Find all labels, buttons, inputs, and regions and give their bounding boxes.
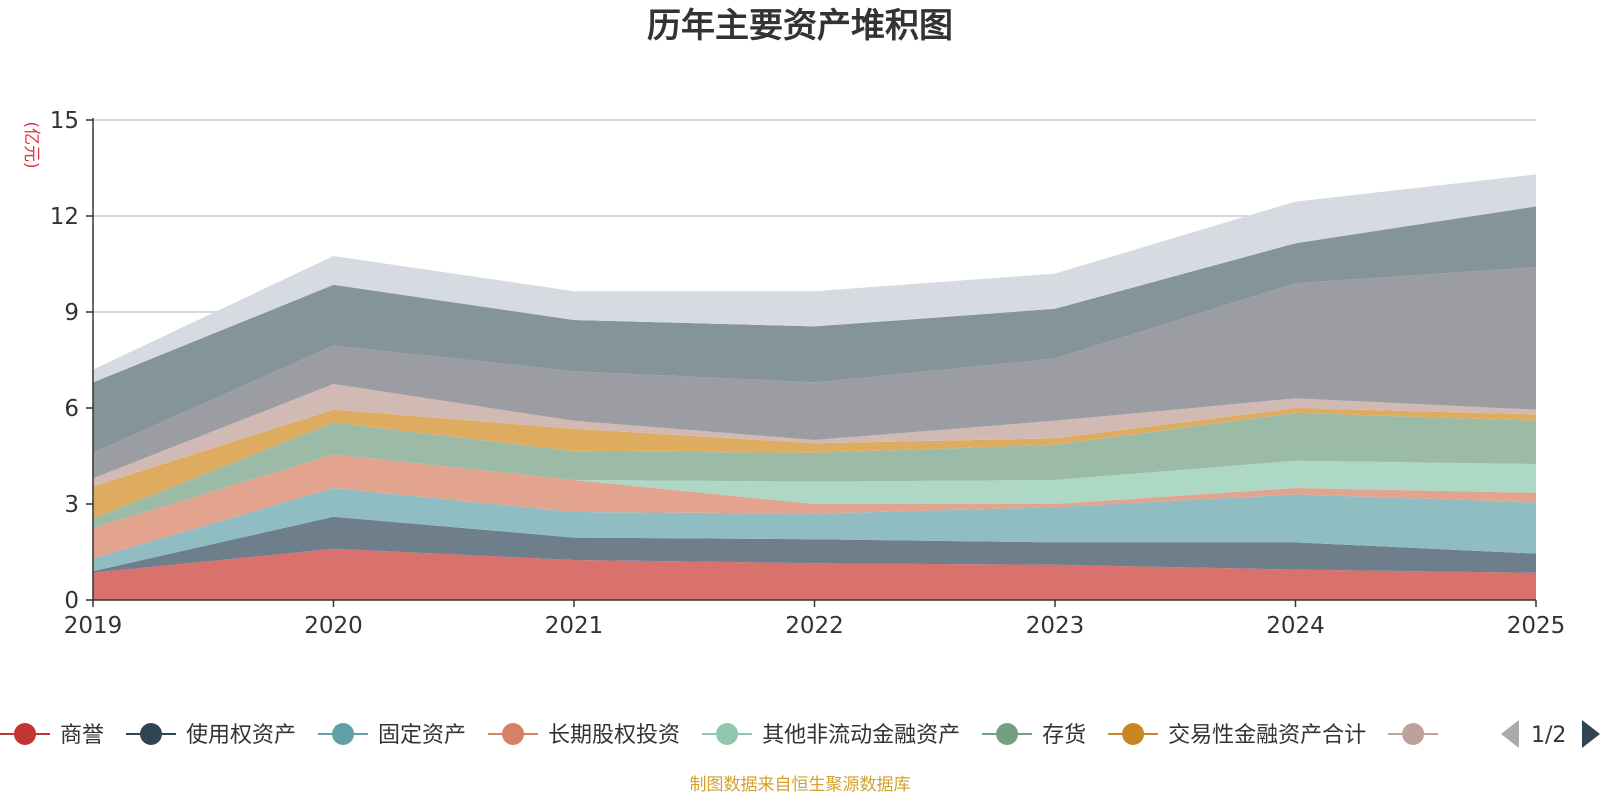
legend-marker-1 bbox=[140, 723, 163, 745]
legend-item-2[interactable]: 固定资产 bbox=[318, 723, 466, 748]
y-tick-label-4: 12 bbox=[50, 204, 79, 230]
area-series-4 bbox=[93, 454, 1536, 528]
y-tick-label-3: 9 bbox=[64, 300, 79, 326]
x-tick-label-1: 2020 bbox=[304, 613, 363, 639]
legend-marker-6 bbox=[1122, 723, 1145, 745]
y-axis-ticks: 0 3 6 9 12 15 bbox=[50, 108, 93, 614]
legend-item-3[interactable]: 长期股权投资 bbox=[488, 723, 680, 748]
x-tick-label-3: 2022 bbox=[785, 613, 844, 639]
x-tick-label-4: 2023 bbox=[1026, 613, 1085, 639]
legend-marker-2 bbox=[332, 723, 355, 745]
legend-pager[interactable]: 1/2 bbox=[1501, 720, 1600, 748]
x-tick-label-5: 2024 bbox=[1266, 613, 1325, 639]
area-series-6 bbox=[93, 408, 1536, 519]
legend-label-6: 交易性金融资产合计 bbox=[1168, 723, 1366, 748]
source-note: 制图数据来自恒生聚源数据库 bbox=[690, 775, 911, 795]
legend-label-0: 商誉 bbox=[60, 723, 104, 748]
legend-item-6[interactable]: 交易性金融资产合计 bbox=[1108, 723, 1366, 748]
area-series-0 bbox=[93, 548, 1536, 600]
x-tick-label-0: 2019 bbox=[64, 613, 123, 639]
legend-item-partial[interactable] bbox=[1388, 723, 1439, 745]
legend-marker-3 bbox=[502, 723, 525, 745]
area-series-7 bbox=[93, 384, 1536, 487]
legend-item-4[interactable]: 其他非流动金融资产 bbox=[702, 723, 960, 748]
y-tick-label-2: 6 bbox=[64, 396, 79, 422]
area-series-2 bbox=[93, 488, 1536, 572]
legend-label-4: 其他非流动金融资产 bbox=[762, 723, 960, 748]
legend-page-label: 1/2 bbox=[1531, 723, 1566, 748]
chart-title: 历年主要资产堆积图 bbox=[647, 6, 953, 46]
y-tick-label-0: 0 bbox=[64, 588, 79, 614]
y-axis-unit-label: (亿元) bbox=[21, 121, 41, 168]
triangle-left-icon[interactable] bbox=[1501, 720, 1519, 748]
legend-item-1[interactable]: 使用权资产 bbox=[126, 723, 296, 748]
area-series-5 bbox=[93, 412, 1536, 528]
area-series-3 bbox=[93, 454, 1536, 559]
x-tick-label-2: 2021 bbox=[545, 613, 604, 639]
legend[interactable]: 商誉 使用权资产 固定资产 长期股权投资 其他非流动金融资产 存货 交易性金融资产合计 bbox=[0, 723, 1439, 748]
area-series-10 bbox=[93, 174, 1536, 383]
y-tick-label-5: 15 bbox=[50, 108, 79, 134]
legend-label-5: 存货 bbox=[1042, 723, 1086, 748]
triangle-right-icon[interactable] bbox=[1582, 720, 1600, 748]
x-tick-label-6: 2025 bbox=[1507, 613, 1566, 639]
legend-item-0[interactable]: 商誉 bbox=[0, 723, 104, 748]
legend-marker-partial bbox=[1402, 723, 1425, 745]
legend-label-1: 使用权资产 bbox=[186, 723, 296, 748]
legend-label-3: 长期股权投资 bbox=[548, 723, 680, 748]
legend-item-5[interactable]: 存货 bbox=[982, 723, 1086, 748]
area-series bbox=[93, 174, 1536, 600]
legend-marker-0 bbox=[14, 723, 36, 745]
y-tick-label-1: 3 bbox=[64, 492, 79, 518]
legend-label-2: 固定资产 bbox=[378, 723, 466, 748]
legend-marker-5 bbox=[996, 723, 1019, 745]
x-axis-ticks: 2019 2020 2021 2022 2023 2024 2025 bbox=[64, 600, 1566, 639]
area-series-1 bbox=[93, 516, 1536, 573]
area-series-9 bbox=[93, 206, 1536, 453]
area-series-8 bbox=[93, 267, 1536, 479]
legend-marker-4 bbox=[716, 723, 739, 745]
